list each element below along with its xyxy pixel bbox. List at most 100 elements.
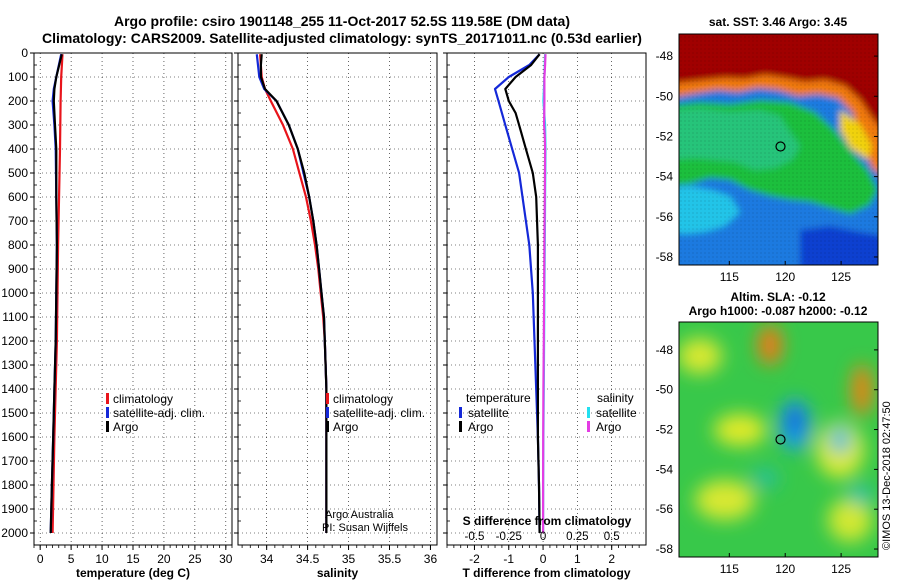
map-y-tick-label: -50: [656, 89, 674, 103]
y-tick-label: 1300: [1, 358, 28, 372]
sla-low-2: [830, 426, 850, 454]
legend-label-argo: Argo: [333, 420, 359, 434]
sla-map-subtitle: Argo h1000: -0.087 h2000: -0.12: [689, 304, 868, 318]
s-difference-ticks: -0.5 -0.25 0 0.25 0.5: [465, 531, 620, 543]
x-tick-label: 1: [574, 552, 581, 566]
legend-label-argo: Argo: [113, 420, 139, 434]
map-y-tick-label: -54: [656, 170, 674, 184]
map-x-tick-label: 115: [720, 562, 739, 576]
y-tick-label: 1900: [1, 502, 28, 516]
map-y-tick-label: -58: [656, 542, 674, 556]
y-tick-label: 900: [8, 262, 28, 276]
difference-panel: -2 -1 0 1 2T difference from climatology: [443, 52, 647, 580]
legend-label-t-satellite: satellite: [468, 406, 509, 420]
sst-map-axes: 115 120 125 -48 -50 -52 -54 -56 -58: [656, 49, 878, 284]
legend-title-salinity: salinity: [597, 391, 634, 405]
sla-high-1: [758, 325, 782, 365]
series-argo: [49, 53, 63, 534]
x-tick-label: 10: [95, 552, 109, 566]
temperature-panel: 0 5 10 15 20 25 300100200300400500600700800900…: [1, 46, 233, 580]
map-y-tick-label: -58: [656, 250, 674, 264]
plot-frame: [33, 52, 233, 546]
grid: [238, 52, 437, 545]
series-t-satellite: [493, 53, 541, 534]
legend-label-satellite-adj: satellite-adj. clim.: [333, 406, 425, 420]
legend-label-climatology: climatology: [333, 392, 393, 406]
y-tick-label: 500: [8, 166, 28, 180]
salinity-panel: 34 34.5 35 35.5 36 salinity: [234, 52, 438, 580]
sla-map-title: Altim. SLA: -0.12: [730, 290, 826, 304]
legend-swatch-argo: [326, 421, 329, 432]
series-s-argo: [541, 54, 547, 533]
difference-legend-temperature: temperature satellite Argo: [459, 391, 531, 434]
legend-label-s-satellite: satellite: [596, 406, 637, 420]
series-t-argo: [504, 53, 541, 534]
sla-map-frame: [678, 321, 879, 558]
map-y-tick-label: -54: [656, 462, 674, 476]
sst-map-title: sat. SST: 3.46 Argo: 3.45: [709, 15, 848, 29]
sla-argo-marker: [775, 434, 786, 445]
y-tick-label: 1000: [1, 286, 28, 300]
x-tick-label: 35: [342, 552, 356, 566]
sst-map: 115 120 125 -48 -50 -52 -54 -56 -58: [656, 33, 879, 284]
y-tick-label: 200: [8, 94, 28, 108]
plot-frame: [237, 52, 438, 546]
map-x-tick-label: 125: [831, 562, 851, 576]
map-x-tick-label: 120: [775, 270, 795, 284]
grid: [34, 52, 232, 545]
sla-yellow-1: [679, 338, 722, 374]
map-x-tick-label: 125: [831, 270, 851, 284]
y-tick-label: 1500: [1, 406, 28, 420]
x-axis-label: T difference from climatology: [462, 566, 630, 580]
map-y-tick-label: -52: [656, 129, 674, 143]
x-tick-label: 5: [68, 552, 75, 566]
s-tick-label: 0.5: [604, 531, 620, 543]
s-tick-label: 0.25: [566, 531, 588, 543]
grid: [447, 52, 646, 545]
sla-low-3: [751, 468, 779, 488]
y-tick-label: 700: [8, 214, 28, 228]
legend-swatch-satellite-adj: [326, 407, 329, 418]
s-difference-label: S difference from climatology: [463, 514, 632, 528]
legend-swatch-satellite-adj: [106, 407, 109, 418]
x-axis-label: temperature (deg C): [76, 566, 190, 580]
sla-map-axes: 115 120 125 -48 -50 -52 -54 -56 -58: [656, 343, 878, 576]
series-argo: [259, 54, 328, 533]
salinity-legend: climatology satellite-adj. clim. Argo: [326, 392, 425, 434]
y-tick-label: 0: [21, 46, 28, 60]
legend-swatch-s-argo: [587, 421, 590, 432]
s-tick-label: 0: [540, 531, 546, 543]
temperature-legend: climatology satellite-adj. clim. Argo: [106, 392, 205, 434]
sst-pixel-texture: [679, 34, 878, 265]
y-tick-label: 1400: [1, 382, 28, 396]
series-climatology: [51, 54, 64, 534]
sla-yellow-5: [828, 498, 872, 542]
x-tick-label: 34: [260, 552, 274, 566]
map-y-tick-label: -48: [656, 49, 674, 63]
x-tick-label: 15: [126, 552, 140, 566]
legend-swatch-t-argo: [459, 421, 462, 432]
credit-imos: ©IMOS 13-Dec-2018 02:47:50: [881, 401, 893, 550]
x-tick-label: 20: [157, 552, 171, 566]
x-tick-label: 0: [540, 552, 547, 566]
s-tick-label: -0.5: [465, 531, 485, 543]
legend-label-s-argo: Argo: [596, 420, 622, 434]
y-tick-label: 1100: [2, 310, 28, 324]
s-tick-label: -0.25: [496, 531, 522, 543]
x-tick-label: 30: [219, 552, 233, 566]
legend-title-temperature: temperature: [466, 391, 531, 405]
map-y-tick-label: -48: [656, 343, 674, 357]
y-tick-label: 300: [8, 118, 28, 132]
y-tick-label: 1200: [1, 334, 28, 348]
x-axis-label: salinity: [317, 566, 359, 580]
x-tick-label: 25: [188, 552, 202, 566]
legend-swatch-climatology: [106, 393, 109, 404]
map-y-tick-label: -50: [656, 383, 674, 397]
sla-map: 115 120 125 -48 -50 -52 -54 -56 -58: [656, 321, 879, 576]
sla-high-2: [852, 364, 872, 416]
x-tick-label: 2: [608, 552, 615, 566]
y-tick-label: 1600: [1, 430, 28, 444]
legend-swatch-s-satellite: [587, 407, 590, 418]
difference-legend-salinity: salinity satellite Argo: [587, 391, 637, 434]
